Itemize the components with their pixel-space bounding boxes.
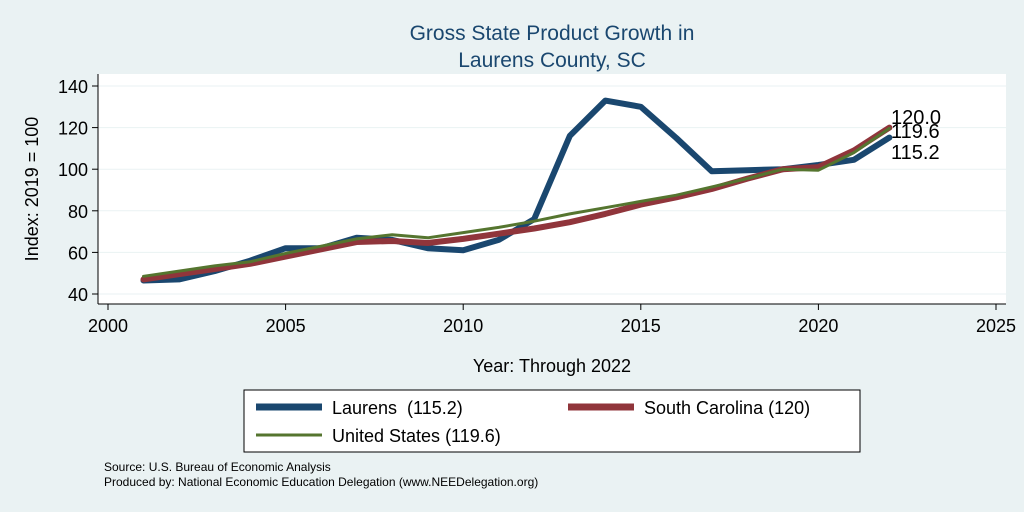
source-note: Source: U.S. Bureau of Economic Analysis — [104, 460, 331, 474]
series-layer — [140, 97, 893, 284]
x-tick-label-2015: 2015 — [621, 316, 661, 336]
x-axis-ticks: 2000 2005 2010 2015 2020 2025 — [88, 304, 1016, 336]
x-tick-label-2000: 2000 — [88, 316, 128, 336]
x-tick-label-2025: 2025 — [976, 316, 1016, 336]
legend-label-south-carolina: South Carolina (120) — [644, 398, 810, 418]
y-tick-label-140: 140 — [58, 77, 88, 97]
y-tick-label-100: 100 — [58, 160, 88, 180]
y-axis-label: Index: 2019 = 100 — [22, 117, 42, 262]
x-tick-label-2020: 2020 — [798, 316, 838, 336]
producer-note: Produced by: National Economic Education… — [104, 475, 538, 489]
y-axis-ticks: 40 60 80 100 120 140 — [58, 77, 98, 305]
end-label-united-states: 119.6 — [891, 121, 940, 143]
legend-label-laurens: Laurens (115.2) — [332, 398, 463, 418]
legend-label-united-states: United States (119.6) — [332, 426, 501, 446]
end-label-laurens: 115.2 — [891, 142, 940, 164]
x-axis-label: Year: Through 2022 — [473, 356, 631, 376]
end-label-south-carolina: 120.0 — [891, 107, 941, 129]
x-tick-label-2005: 2005 — [266, 316, 306, 336]
grid-lines — [98, 85, 1006, 295]
y-tick-label-120: 120 — [58, 119, 88, 139]
y-tick-label-40: 40 — [68, 285, 88, 305]
plot-area — [98, 74, 1006, 304]
x-tick-label-2010: 2010 — [443, 316, 483, 336]
chart-title-line-2: Laurens County, SC — [458, 49, 646, 72]
legend-box — [243, 389, 861, 453]
y-tick-label-60: 60 — [68, 243, 88, 263]
y-tick-label-80: 80 — [68, 202, 88, 222]
series-line-united-states — [142, 126, 891, 278]
chart-title-line-1: Gross State Product Growth in — [410, 22, 695, 45]
